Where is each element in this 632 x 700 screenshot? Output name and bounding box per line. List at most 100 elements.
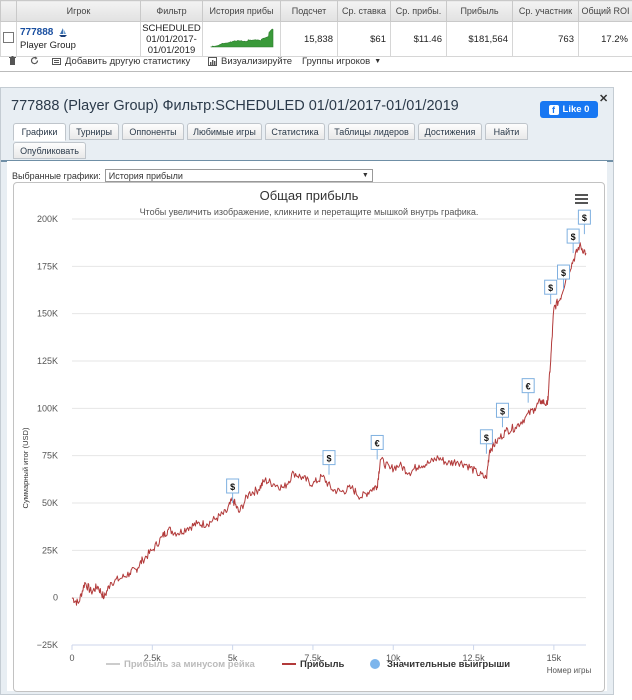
y-tick-label: 25K bbox=[42, 545, 58, 555]
x-tick-label: 2.5k bbox=[144, 653, 162, 663]
big-win-marker: $ bbox=[557, 264, 571, 290]
marker-box bbox=[544, 279, 558, 295]
refresh-icon[interactable] bbox=[30, 56, 39, 65]
x-tick-label: 7.5k bbox=[304, 653, 322, 663]
big-win-marker: $ bbox=[479, 429, 493, 454]
selected-charts-row: Выбранные графики: История прибыли ▼ bbox=[12, 169, 373, 182]
col-header-count[interactable]: Подсчет bbox=[280, 0, 338, 22]
x-axis-title: Номер игры bbox=[547, 666, 592, 675]
marker-label: $ bbox=[571, 232, 576, 242]
profit-chart-svg[interactable]: Общая прибыль Чтобы увеличить изображени… bbox=[14, 183, 604, 691]
x-tick-label: 10k bbox=[386, 653, 401, 663]
facebook-icon: f bbox=[548, 104, 559, 115]
x-tick-label: 15k bbox=[547, 653, 562, 663]
trash-icon[interactable] bbox=[8, 56, 17, 65]
legend-item[interactable]: Прибыль за минусом рейка bbox=[106, 659, 255, 670]
y-tick-label: −25K bbox=[37, 640, 58, 650]
marker-label: $ bbox=[326, 454, 331, 464]
player-cell: 777888 Player Group bbox=[16, 21, 141, 57]
menu-icon[interactable] bbox=[575, 194, 588, 204]
tab-tournaments[interactable]: Турниры bbox=[69, 123, 119, 140]
filter-line-1: SCHEDULED bbox=[142, 22, 201, 34]
player-groups-dropdown[interactable]: Группы игроков ▼ bbox=[302, 56, 381, 67]
roi-cell: 17.2% bbox=[578, 21, 632, 57]
stats-table: Игрок Фильтр История прибы Подсчет Ср. с… bbox=[0, 0, 632, 57]
marker-label: $ bbox=[582, 213, 587, 223]
marker-label: $ bbox=[548, 283, 553, 293]
sparkline-cell[interactable] bbox=[202, 21, 281, 57]
legend-label: Прибыль bbox=[300, 659, 344, 670]
marker-label: $ bbox=[561, 268, 566, 278]
big-win-marker: $ bbox=[226, 478, 240, 503]
x-tick-label: 0 bbox=[69, 653, 74, 663]
profit-chart[interactable]: Общая прибыль Чтобы увеличить изображени… bbox=[13, 182, 605, 692]
marker-box bbox=[521, 378, 535, 394]
filter-cell: SCHEDULED 01/01/2017- 01/01/2019 bbox=[140, 21, 203, 57]
y-tick-label: 200K bbox=[37, 214, 58, 224]
col-header-history[interactable]: История прибы bbox=[202, 0, 281, 22]
tab-publish[interactable]: Опубликовать bbox=[13, 142, 86, 159]
tab-favorite-games[interactable]: Любимые игры bbox=[187, 123, 262, 140]
col-header-avg-field[interactable]: Ср. участник bbox=[512, 0, 579, 22]
filter-line-3: 01/01/2019 bbox=[147, 44, 196, 56]
y-tick-label: 100K bbox=[37, 403, 58, 413]
selected-charts-label: Выбранные графики: bbox=[12, 170, 101, 181]
add-stats-button[interactable]: Добавить другую статистику bbox=[52, 56, 190, 67]
sparkline-area bbox=[210, 28, 273, 47]
tabs-bar: Графики Турниры Оппоненты Любимые игры С… bbox=[1, 123, 613, 163]
selected-charts-select[interactable]: История прибыли ▼ bbox=[104, 169, 373, 182]
close-icon[interactable]: ✕ bbox=[599, 93, 609, 105]
marker-label: $ bbox=[500, 406, 505, 416]
marker-box bbox=[479, 429, 493, 445]
y-tick-label: 125K bbox=[37, 356, 58, 366]
tab-search[interactable]: Найти bbox=[485, 123, 528, 140]
chart-subtitle: Чтобы увеличить изображение, кликните и … bbox=[140, 207, 479, 217]
marker-box bbox=[322, 450, 336, 466]
panel-title: 777888 (Player Group) Фильтр:SCHEDULED 0… bbox=[11, 98, 459, 114]
y-tick-label: 0 bbox=[53, 593, 58, 603]
legend-item[interactable]: Значительные выигрыши bbox=[370, 659, 510, 670]
marker-label: $ bbox=[484, 433, 489, 443]
tab-statistics[interactable]: Статистика bbox=[265, 123, 325, 140]
player-groups-label: Группы игроков bbox=[302, 56, 371, 67]
tab-charts[interactable]: Графики bbox=[13, 123, 66, 141]
marker-label: € bbox=[526, 382, 531, 392]
y-axis-labels: −25K 0 25K 50K 75K 100K 125K 150K 175K 200K bbox=[37, 214, 58, 650]
tab-leaderboards[interactable]: Таблицы лидеров bbox=[328, 123, 415, 140]
col-header-roi[interactable]: Общий ROI bbox=[578, 0, 632, 22]
marker-box bbox=[577, 209, 591, 225]
select-arrow-icon: ▼ bbox=[361, 172, 369, 179]
player-id-link[interactable]: 777888 bbox=[20, 27, 54, 38]
visualize-button[interactable]: Визуализируйте bbox=[208, 56, 292, 67]
chart-icon bbox=[208, 57, 217, 66]
charts-tab-content: Выбранные графики: История прибыли ▼ Общ… bbox=[7, 161, 607, 692]
row-checkbox[interactable] bbox=[3, 32, 14, 43]
legend-item[interactable]: Прибыль bbox=[282, 659, 344, 670]
table-toolbar: Добавить другую статистику Визуализируйт… bbox=[0, 56, 632, 70]
x-tick-label: 5k bbox=[228, 653, 238, 663]
chart-legend: Прибыль за минусом рейка Прибыль Значитель… bbox=[106, 659, 510, 670]
big-win-marker: $ bbox=[544, 279, 558, 305]
legend-label: Прибыль за минусом рейка bbox=[124, 659, 255, 670]
caret-down-icon: ▼ bbox=[374, 58, 382, 65]
x-axis-labels: 0 2.5k 5k 7.5k 10k 12.5k 15k bbox=[69, 653, 561, 663]
chart-grid bbox=[71, 218, 586, 650]
y-tick-label: 75K bbox=[42, 451, 58, 461]
profit-line bbox=[71, 242, 587, 606]
visualize-label: Визуализируйте bbox=[221, 56, 293, 67]
tab-opponents[interactable]: Оппоненты bbox=[122, 123, 184, 140]
facebook-like-button[interactable]: f Like 0 bbox=[540, 101, 598, 118]
col-header-player[interactable]: Игрок bbox=[16, 0, 141, 22]
col-header-filter[interactable]: Фильтр bbox=[140, 0, 203, 22]
marker-box bbox=[226, 478, 240, 494]
tab-achievements[interactable]: Достижения bbox=[418, 123, 482, 140]
col-header-profit[interactable]: Прибыль bbox=[446, 0, 513, 22]
col-header-avg-profit[interactable]: Ср. прибы. bbox=[390, 0, 447, 22]
big-win-marker: $ bbox=[566, 228, 580, 254]
col-header-avg-stake[interactable]: Ср. ставка bbox=[337, 0, 391, 22]
marker-box bbox=[566, 228, 580, 244]
table-row: 777888 Player Group SCHEDULED 01/01/2017… bbox=[0, 21, 632, 57]
chart-series bbox=[71, 242, 587, 606]
count-cell: 15,838 bbox=[280, 21, 338, 57]
player-group-label: Player Group bbox=[20, 40, 76, 51]
